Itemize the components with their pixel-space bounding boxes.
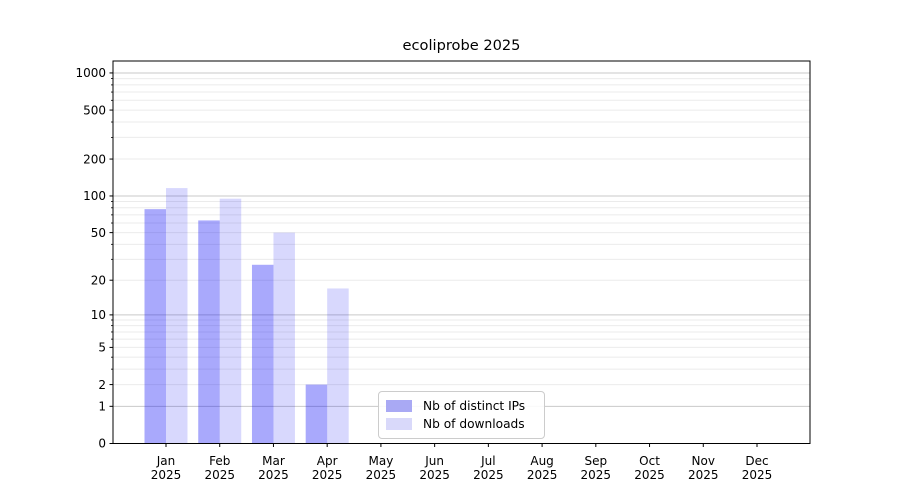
y-tick-label: 500 (83, 103, 106, 117)
x-tick-label-month: Oct (639, 454, 660, 468)
y-tick-label: 1 (98, 400, 106, 414)
x-tick-label-month: Jun (424, 454, 444, 468)
legend-item-downloads: Nb of downloads (386, 417, 537, 431)
y-tick-label: 1000 (75, 66, 106, 80)
x-tick-label-year: 2025 (527, 468, 558, 482)
y-tick-label: 0 (98, 437, 106, 451)
x-tick-label-year: 2025 (581, 468, 612, 482)
bar-downloads-apr (327, 288, 349, 444)
bar-downloads-feb (219, 198, 242, 444)
bar-distinct-ips-apr (305, 384, 328, 444)
x-tick-label-month: Aug (530, 454, 553, 468)
bar-distinct-ips-jan (144, 209, 166, 444)
bar-distinct-ips-mar (251, 264, 274, 444)
x-tick-label-month: Feb (209, 454, 230, 468)
x-tick-label-month: Apr (317, 454, 338, 468)
legend: Nb of distinct IPs Nb of downloads (378, 391, 545, 439)
bar-downloads-jan (166, 188, 188, 444)
x-tick-label-month: Sep (585, 454, 608, 468)
chart-title: ecoliprobe 2025 (402, 37, 521, 54)
legend-swatch-distinct-ips (386, 399, 412, 412)
x-tick-label-month: Mar (262, 454, 285, 468)
x-tick-label-year: 2025 (419, 468, 450, 482)
y-tick-label: 50 (91, 226, 106, 240)
bar-distinct-ips-feb (198, 220, 220, 444)
x-tick-label-year: 2025 (258, 468, 289, 482)
x-tick-label-year: 2025 (742, 468, 773, 482)
x-tick-label-year: 2025 (312, 468, 343, 482)
x-tick-label-year: 2025 (151, 468, 182, 482)
y-tick-label: 5 (98, 341, 106, 355)
x-tick-label-year: 2025 (473, 468, 504, 482)
x-tick-label-month: Nov (692, 454, 715, 468)
legend-swatch-downloads (386, 418, 412, 431)
x-tick-label-month: Jul (480, 454, 495, 468)
x-tick-label-month: Dec (745, 454, 768, 468)
legend-label-downloads: Nb of downloads (423, 417, 525, 432)
y-tick-label: 10 (91, 308, 106, 322)
bar-downloads-mar (273, 232, 295, 444)
x-tick-label-year: 2025 (688, 468, 719, 482)
y-tick-label: 100 (83, 189, 106, 203)
legend-label-distinct-ips: Nb of distinct IPs (423, 398, 526, 413)
x-tick-label-month: May (369, 454, 394, 468)
y-tick-label: 200 (83, 152, 106, 166)
x-tick-label-year: 2025 (204, 468, 235, 482)
plot-background (113, 61, 810, 444)
x-tick-label-year: 2025 (634, 468, 665, 482)
legend-item-distinct-ips: Nb of distinct IPs (386, 399, 537, 413)
plot-border (112, 60, 811, 444)
x-tick-label-year: 2025 (366, 468, 397, 482)
y-tick-label: 20 (91, 273, 106, 287)
x-tick-label-month: Jan (156, 454, 176, 468)
y-tick-label: 2 (98, 378, 106, 392)
